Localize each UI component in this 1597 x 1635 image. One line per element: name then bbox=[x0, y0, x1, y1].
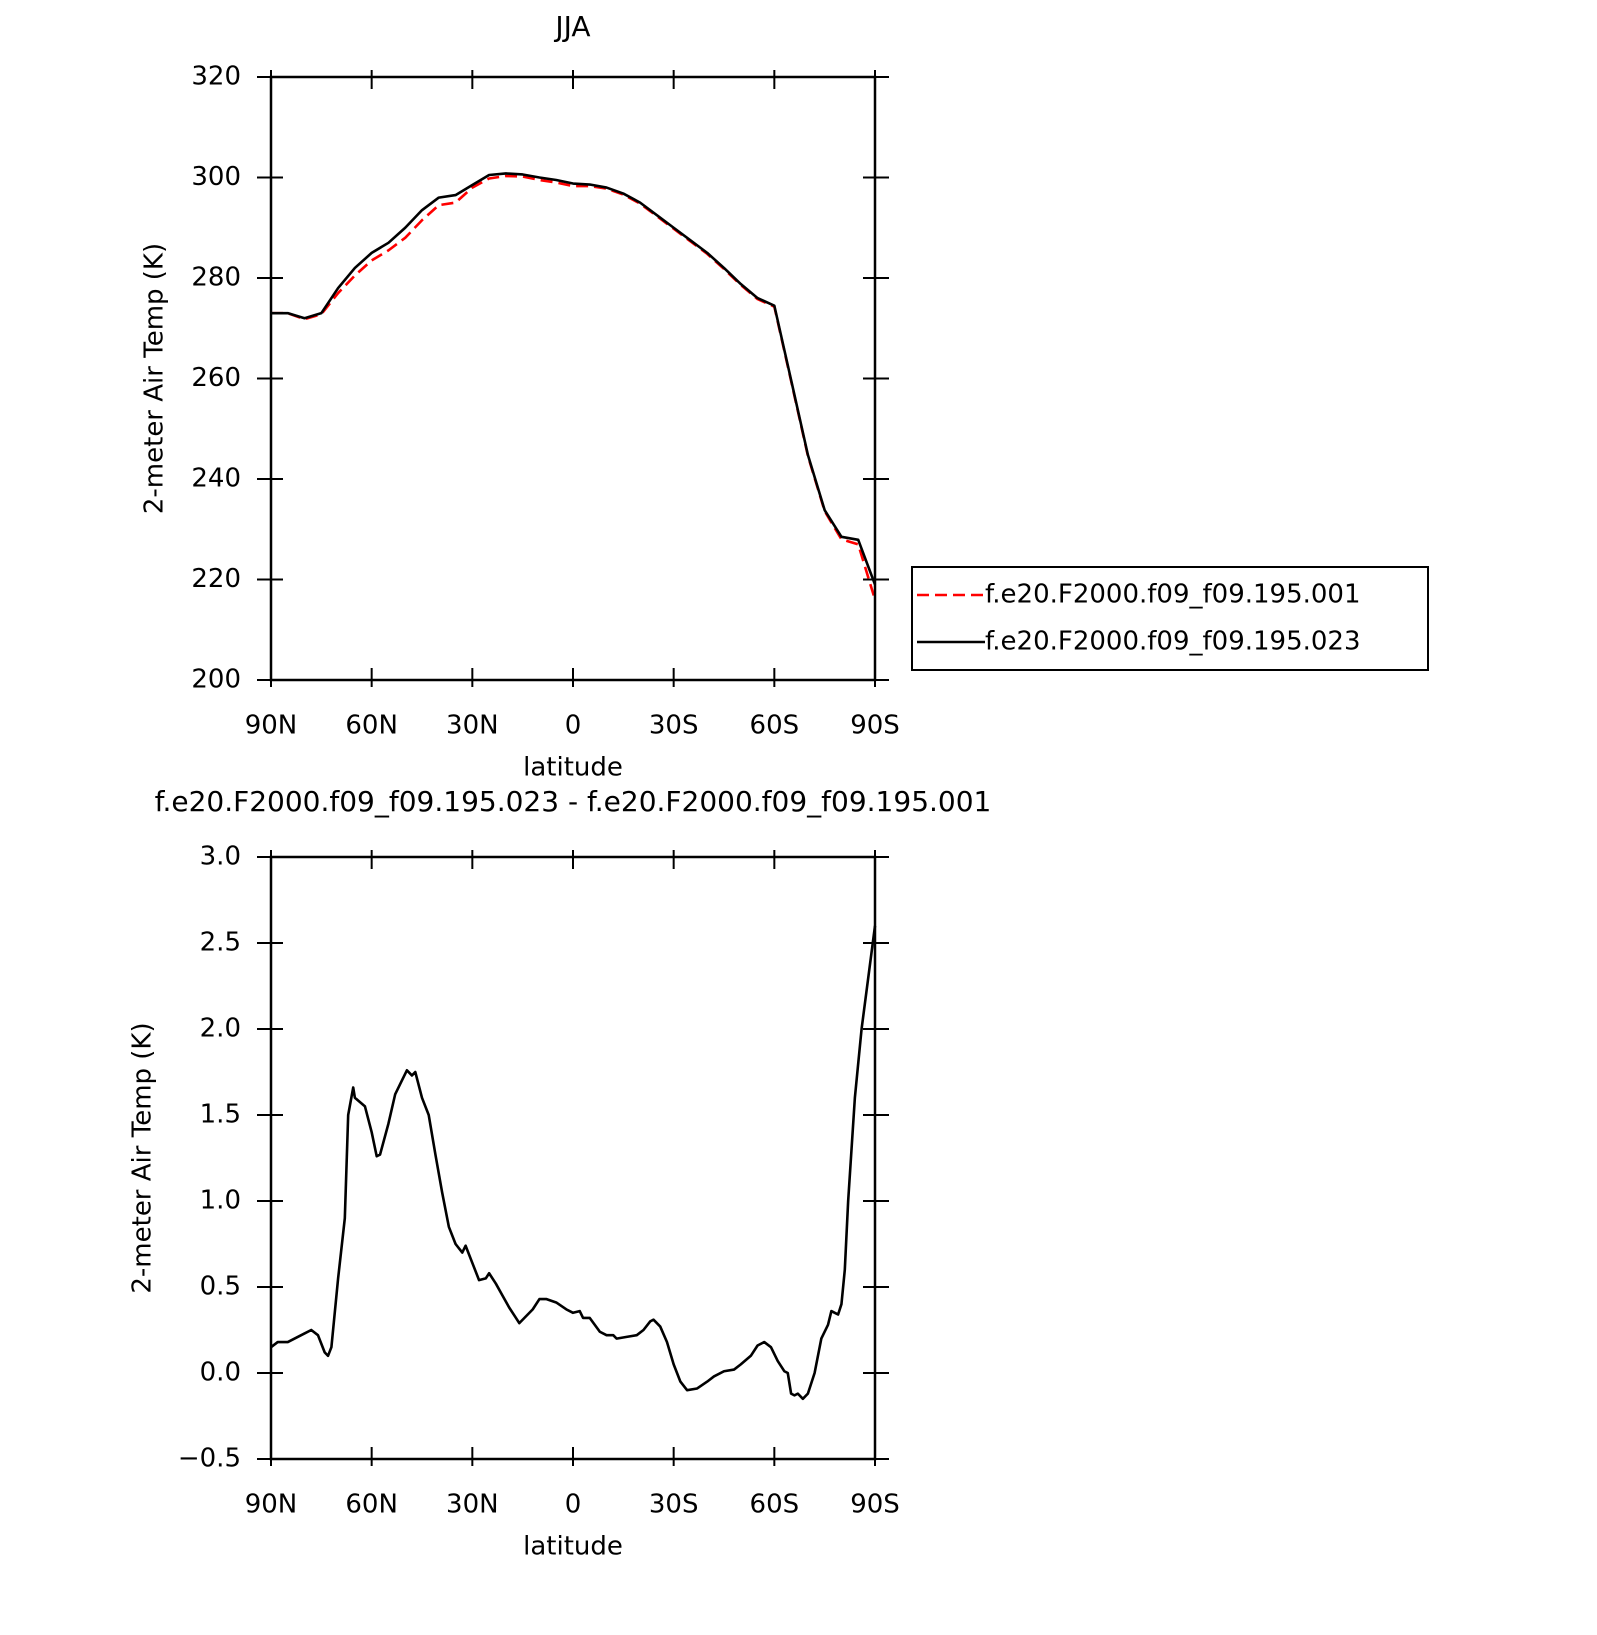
y-tick-label: 2.5 bbox=[200, 928, 241, 958]
x-tick-label: 90N bbox=[245, 711, 298, 741]
x-tick-label: 30N bbox=[446, 711, 499, 741]
x-tick-label: 60S bbox=[750, 711, 800, 741]
x-tick-label: 60N bbox=[345, 711, 398, 741]
y-tick-label: 1.0 bbox=[200, 1186, 241, 1216]
plot-frame bbox=[269, 855, 877, 1461]
x-axis-label: latitude bbox=[523, 753, 623, 783]
y-tick-label: 300 bbox=[191, 162, 241, 192]
x-tick-label: 90S bbox=[850, 711, 900, 741]
x-tick-label: 60S bbox=[750, 1490, 800, 1520]
x-axis-label: latitude bbox=[523, 1532, 623, 1562]
y-tick-label: 1.5 bbox=[200, 1100, 241, 1130]
x-tick-label: 30S bbox=[649, 1490, 699, 1520]
y-tick-label: 2.0 bbox=[200, 1014, 241, 1044]
data-line bbox=[270, 925, 877, 1401]
chart-title: JJA bbox=[553, 10, 590, 43]
plot-frame bbox=[269, 75, 877, 682]
x-tick-label: 30S bbox=[649, 711, 699, 741]
x-tick-label: 30N bbox=[446, 1490, 499, 1520]
panel: f.e20.F2000.f09_f09.195.023 - f.e20.F200… bbox=[128, 785, 992, 1562]
legend-label: f.e20.F2000.f09_f09.195.023 bbox=[985, 627, 1361, 657]
y-tick-label: 0.5 bbox=[200, 1272, 241, 1302]
legend-box bbox=[911, 566, 1429, 671]
x-tick-label: 60N bbox=[345, 1490, 398, 1520]
y-tick-label: 320 bbox=[191, 62, 241, 92]
y-tick-label: 240 bbox=[191, 464, 241, 494]
x-tick-label: 90N bbox=[245, 1490, 298, 1520]
y-tick-label: 0.0 bbox=[200, 1358, 241, 1388]
y-tick-label: 200 bbox=[191, 665, 241, 695]
x-tick-label: 0 bbox=[565, 711, 582, 741]
x-tick-label: 90S bbox=[850, 1490, 900, 1520]
data-line bbox=[271, 172, 877, 585]
legend-label: f.e20.F2000.f09_f09.195.001 bbox=[985, 580, 1361, 610]
y-tick-label: 220 bbox=[191, 564, 241, 594]
y-tick-label: −0.5 bbox=[178, 1444, 241, 1474]
y-tick-label: 260 bbox=[191, 363, 241, 393]
y-tick-label: 280 bbox=[191, 263, 241, 293]
y-tick-label: 3.0 bbox=[200, 842, 241, 872]
data-line bbox=[271, 174, 877, 600]
panel: JJA latitude 2-meter Air Temp (K) 90N 60N 30N… bbox=[140, 10, 1429, 783]
chart-title: f.e20.F2000.f09_f09.195.023 - f.e20.F200… bbox=[155, 785, 992, 818]
x-tick-label: 0 bbox=[565, 1490, 582, 1520]
y-axis-label: 2-meter Air Temp (K) bbox=[140, 243, 170, 514]
y-axis-label: 2-meter Air Temp (K) bbox=[128, 1022, 158, 1293]
